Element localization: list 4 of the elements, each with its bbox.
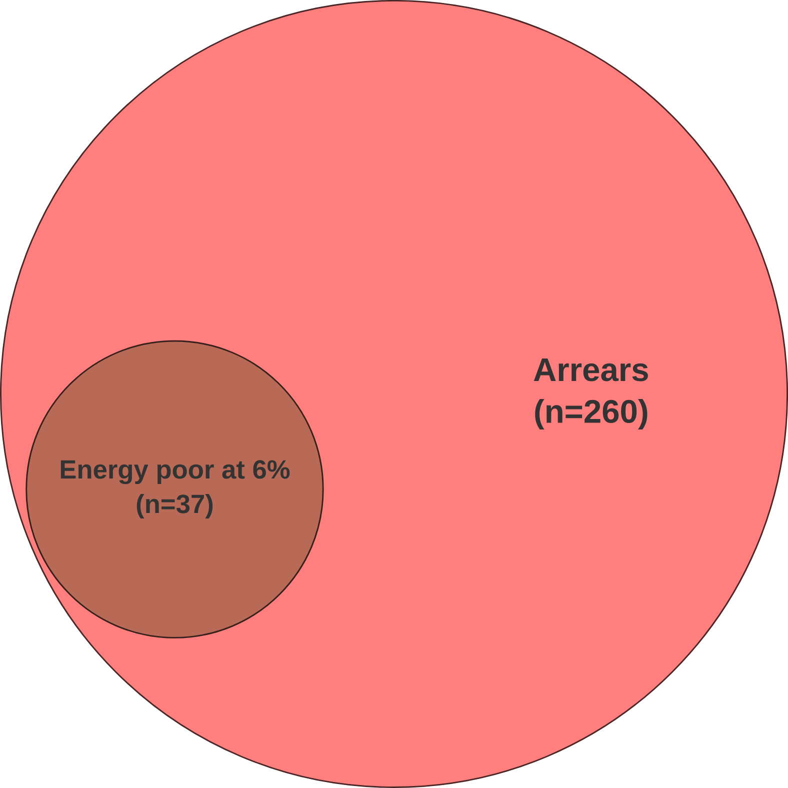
data-label: (n=260) bbox=[535, 399, 648, 430]
category-label: Arrears bbox=[534, 358, 648, 382]
category-label: Energy poor at 6% bbox=[60, 460, 290, 484]
data-label: (n=37) bbox=[136, 494, 213, 519]
